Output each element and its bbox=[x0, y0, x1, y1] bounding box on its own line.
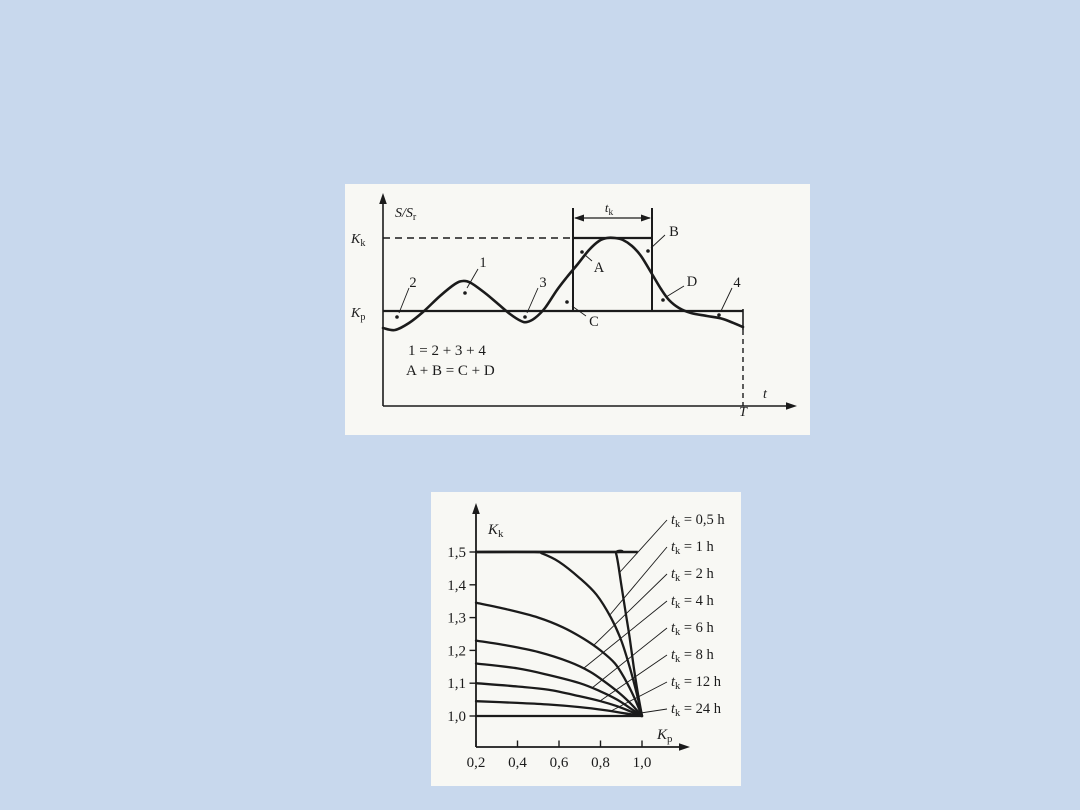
region-dot-B bbox=[646, 249, 650, 253]
region-label-B: B bbox=[669, 224, 679, 240]
legend-leader-2h bbox=[593, 573, 668, 646]
period-end-label: T bbox=[739, 405, 748, 420]
region-leader-3 bbox=[526, 287, 539, 314]
legend-leader-12h bbox=[610, 681, 668, 712]
legend-leader-24h bbox=[620, 708, 668, 717]
curve-1h bbox=[474, 550, 644, 718]
x-axis-label: t bbox=[763, 387, 768, 402]
x-axis-label: Kp bbox=[656, 727, 672, 745]
y-tick-label-1,1: 1,1 bbox=[447, 676, 466, 692]
region-leader-1 bbox=[466, 268, 479, 289]
kp-level-label: Kp bbox=[350, 306, 365, 323]
legend-label-4h: tk = 4 h bbox=[671, 593, 715, 611]
region-dot-3 bbox=[523, 315, 527, 319]
y-axis-arrow bbox=[472, 503, 480, 514]
y-axis-label: S/Sr bbox=[395, 206, 417, 223]
legend-leader-6h bbox=[591, 627, 668, 689]
curve-8h bbox=[474, 682, 644, 718]
region-label-D: D bbox=[687, 274, 697, 290]
x-tick-label-0,2: 0,2 bbox=[467, 755, 486, 771]
region-dot-2 bbox=[395, 315, 399, 319]
region-leader-A bbox=[584, 254, 593, 262]
region-dot-A bbox=[580, 250, 584, 254]
legend-leader-1h bbox=[608, 546, 668, 617]
region-label-4: 4 bbox=[733, 275, 741, 291]
legend-label-6h: tk = 6 h bbox=[671, 620, 715, 638]
region-label-C: C bbox=[589, 314, 599, 330]
x-tick-label-0,6: 0,6 bbox=[550, 755, 569, 771]
y-axis-arrow bbox=[379, 193, 387, 204]
region-leader-4 bbox=[720, 287, 733, 312]
region-dot-C bbox=[565, 300, 569, 304]
y-tick-label-1,2: 1,2 bbox=[447, 643, 466, 659]
y-tick-label-1,0: 1,0 bbox=[447, 709, 466, 725]
legend-leader-05h bbox=[619, 519, 668, 573]
legend-label-05h: tk = 0,5 h bbox=[671, 512, 725, 530]
region-leader-C bbox=[571, 305, 587, 317]
equation-2: A + B = C + D bbox=[406, 363, 495, 379]
region-label-2: 2 bbox=[409, 275, 416, 291]
region-leader-2 bbox=[398, 287, 410, 314]
region-label-3: 3 bbox=[539, 275, 546, 291]
y-axis-label: Kk bbox=[487, 522, 504, 540]
region-leader-D bbox=[665, 285, 685, 298]
region-dot-1 bbox=[463, 291, 467, 295]
y-tick-label-1,3: 1,3 bbox=[447, 611, 466, 627]
y-tick-label-1,5: 1,5 bbox=[447, 545, 466, 561]
load-diagram-figure: Kk Kp tk 1 2 3 4 A B C D 1 = 2 + 3 + 4 A + B = C + D… bbox=[350, 193, 797, 420]
legend-label-24h: tk = 24 h bbox=[671, 701, 722, 719]
equation-1: 1 = 2 + 3 + 4 bbox=[408, 343, 486, 359]
region-dot-D bbox=[661, 298, 665, 302]
tk-arrow-left-head bbox=[574, 214, 584, 222]
region-leader-B bbox=[650, 234, 666, 249]
region-label-A: A bbox=[594, 260, 605, 276]
x-tick-label-0,8: 0,8 bbox=[591, 755, 610, 771]
region-dot-4 bbox=[717, 313, 721, 317]
overload-curves-panel: 1,0 1,1 1,2 1,3 1,4 1,5 0,2 0,4 0,6 0,8 1,0 Kk Kp tk … bbox=[431, 492, 741, 786]
legend-label-12h: tk = 12 h bbox=[671, 674, 722, 692]
region-label-1: 1 bbox=[479, 255, 486, 271]
curve-6h bbox=[474, 662, 644, 718]
legend-leader-8h bbox=[599, 654, 668, 702]
load-diagram-panel: Kk Kp tk 1 2 3 4 A B C D 1 = 2 + 3 + 4 A + B = C + D… bbox=[345, 184, 810, 435]
y-tick-label-1,4: 1,4 bbox=[447, 578, 466, 594]
tk-interval-label: tk bbox=[605, 200, 614, 218]
x-tick-label-1,0: 1,0 bbox=[633, 755, 652, 771]
curve-05h bbox=[474, 549, 644, 718]
overload-curves-figure: 1,0 1,1 1,2 1,3 1,4 1,5 0,2 0,4 0,6 0,8 1,0 Kk Kp tk … bbox=[447, 503, 725, 771]
kk-level-label: Kk bbox=[350, 232, 366, 249]
x-axis-arrow bbox=[786, 402, 797, 410]
legend-leader-4h bbox=[583, 600, 668, 669]
legend-label-1h: tk = 1 h bbox=[671, 539, 715, 557]
legend-label-2h: tk = 2 h bbox=[671, 566, 715, 584]
curve-12h bbox=[474, 700, 644, 718]
x-tick-label-0,4: 0,4 bbox=[508, 755, 527, 771]
x-axis-arrow bbox=[679, 743, 690, 751]
curve-2h bbox=[474, 601, 644, 718]
legend-label-8h: tk = 8 h bbox=[671, 647, 715, 665]
tk-arrow-right-head bbox=[641, 214, 651, 222]
